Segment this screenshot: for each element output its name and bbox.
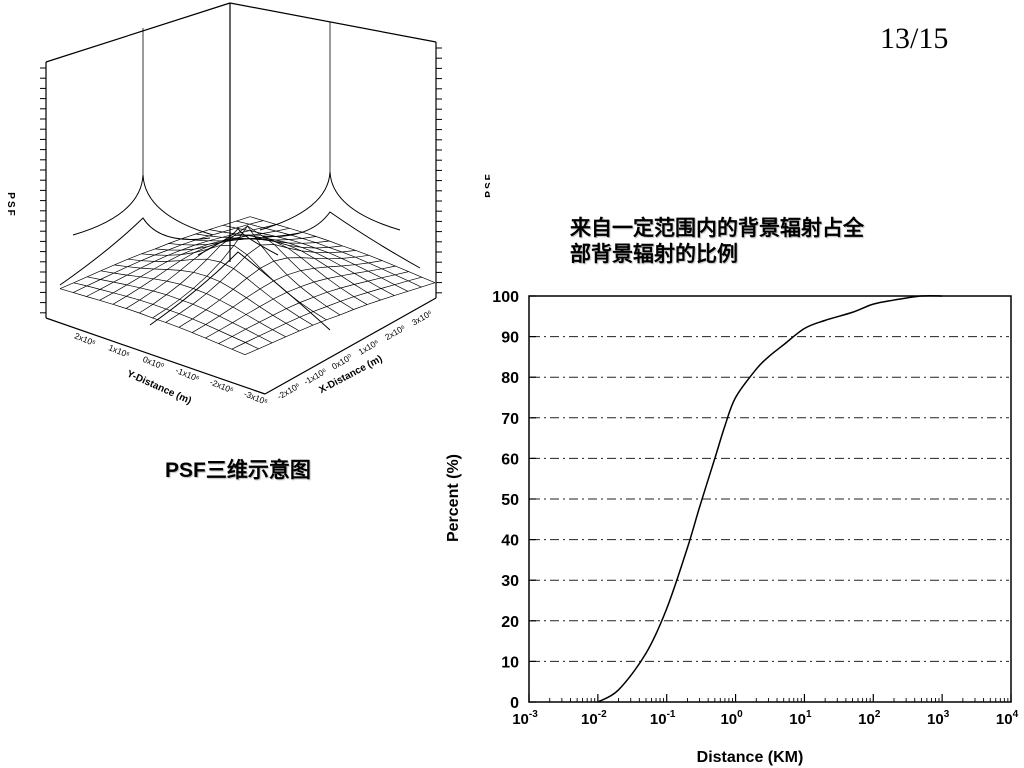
cdf-caption-line-1: 来自一定范围内的背景辐射占全 xyxy=(570,217,864,240)
psf-spike xyxy=(72,174,214,236)
cdf-grid xyxy=(531,336,1009,662)
psf-z-axis-label-left: PSF xyxy=(5,192,16,217)
page-number: 13/15 xyxy=(880,22,949,55)
cdf-y-tick-label: 70 xyxy=(501,411,519,428)
psf-mesh-line xyxy=(178,254,369,328)
psf-spike xyxy=(59,217,211,286)
psf-mesh-line xyxy=(114,264,300,332)
psf-mesh-line xyxy=(205,265,396,339)
cdf-y-tick-label: 50 xyxy=(501,492,519,509)
psf-mesh-line xyxy=(87,276,273,344)
psf-spike xyxy=(261,211,421,269)
cdf-y-tick-label: 0 xyxy=(510,695,519,712)
psf-y-tick-label: 0x10⁰ xyxy=(141,354,166,372)
psf-y-base-axis xyxy=(45,317,266,395)
psf-x-base-axis xyxy=(264,297,437,395)
psf-x-tick-label: -2x10⁶ xyxy=(275,380,301,401)
cdf-caption: 来自一定范围内的背景辐射占全 部背景辐射的比例 xyxy=(570,216,940,268)
psf-left-wall-top xyxy=(45,2,231,63)
cdf-y-axis-label: Percent (%) xyxy=(445,454,462,542)
psf-mesh-line xyxy=(125,236,317,309)
psf-y-tick-label: 2x10⁶ xyxy=(73,331,97,348)
psf-mesh-line xyxy=(59,288,246,356)
psf-mesh-line xyxy=(218,271,409,344)
psf-axes-box xyxy=(45,2,437,395)
cdf-x-tick-label: 103 xyxy=(927,709,950,728)
psf-mesh-line xyxy=(195,233,381,301)
psf-mesh-line xyxy=(73,220,264,293)
psf-mesh-line xyxy=(165,244,356,323)
psf-spikes xyxy=(59,171,421,331)
cdf-y-tick-label: 40 xyxy=(501,533,519,550)
cdf-y-tick-label: 10 xyxy=(501,654,519,671)
psf-y-tick-label: -1x10⁶ xyxy=(174,365,201,384)
cdf-x-tick-label: 10-3 xyxy=(512,709,538,728)
psf-z-axis-label-right: PSF xyxy=(484,172,490,197)
cdf-series-line xyxy=(597,294,943,703)
cdf-y-tick-label: 80 xyxy=(501,370,519,387)
cdf-x-axis-label: Distance (KM) xyxy=(697,749,804,766)
psf-mesh-line xyxy=(231,276,422,350)
psf-spike xyxy=(259,171,401,231)
psf-mesh-line xyxy=(152,225,343,319)
cdf-y-tick-labels: 0 10 20 30 40 50 60 70 80 90 100 xyxy=(492,289,519,712)
cdf-y-tick-label: 100 xyxy=(492,289,519,306)
cdf-series xyxy=(597,294,943,703)
cdf-y-tick-label: 90 xyxy=(501,330,519,347)
psf-mesh-line xyxy=(249,216,436,284)
psf-mesh-line xyxy=(236,220,422,288)
cdf-y-tick-label: 30 xyxy=(501,573,519,590)
psf-z-tick-marks xyxy=(40,47,442,314)
cdf-x-tick-label: 10-1 xyxy=(650,709,676,728)
psf-spike xyxy=(197,226,279,256)
cdf-y-tick-label: 20 xyxy=(501,614,519,631)
psf-mesh-line xyxy=(73,282,259,350)
cdf-caption-line-2: 部背景辐射的比例 xyxy=(570,243,738,266)
psf-caption: PSF三维示意图 xyxy=(165,459,311,482)
psf-spike xyxy=(149,251,331,331)
cdf-x-tick-labels: 10-3 10-2 10-1 100 101 102 103 104 xyxy=(512,709,1018,728)
psf-mesh-line xyxy=(244,282,436,356)
psf-mesh-line xyxy=(191,260,383,333)
cdf-x-tick-label: 104 xyxy=(996,709,1019,728)
cdf-y-tick-marks xyxy=(529,295,536,703)
psf-mesh-line xyxy=(127,258,314,326)
cdf-x-tick-label: 10-2 xyxy=(581,709,607,728)
cdf-x-tick-label: 101 xyxy=(789,709,812,728)
cdf-x-tick-label: 100 xyxy=(720,709,743,728)
cdf-x-tick-label: 102 xyxy=(858,709,881,728)
cdf-y-tick-label: 60 xyxy=(501,451,519,468)
cdf-x-tick-marks xyxy=(528,694,1012,702)
psf-y-tick-label: 1x10⁶ xyxy=(107,342,131,359)
psf-mesh-line xyxy=(100,270,286,338)
psf-3d-surface-plot: PSF PSF 2x10⁶1x10⁶0x10⁰-1x10⁶-2x10⁶-3x10… xyxy=(5,2,490,407)
psf-right-wall-top xyxy=(229,2,437,43)
